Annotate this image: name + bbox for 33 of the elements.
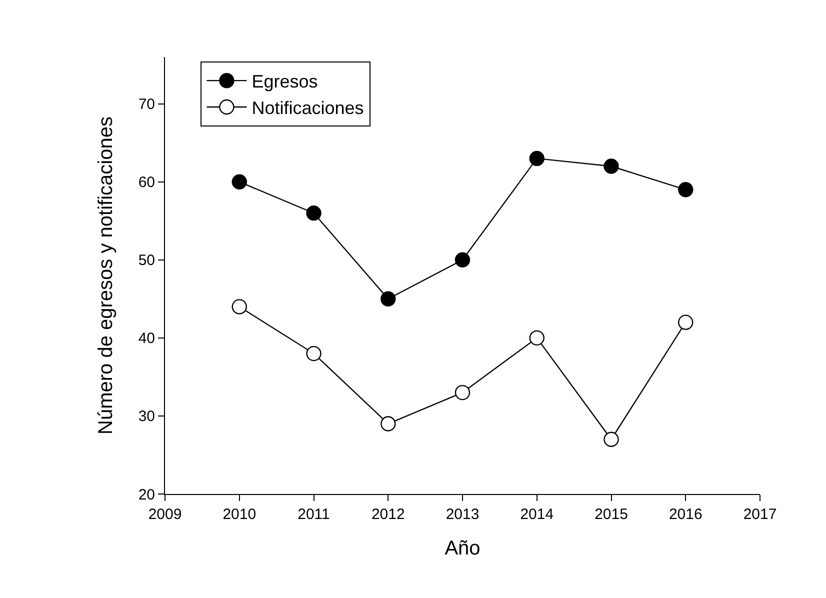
y-tick-label: 40 (138, 330, 155, 348)
point (232, 299, 247, 314)
y-tick-label: 70 (138, 96, 155, 114)
x-tick-label: 2011 (298, 506, 330, 523)
point (454, 252, 470, 268)
y-tick-label: 60 (138, 174, 155, 192)
y-tick-label: 30 (138, 408, 155, 426)
x-tick-label: 2017 (743, 506, 777, 523)
x-tick-label: 2013 (446, 506, 480, 523)
point (306, 205, 322, 221)
point (380, 416, 396, 432)
x-tick-label: 2016 (668, 506, 702, 523)
x-tick-label: 2014 (520, 506, 554, 523)
point (678, 314, 694, 330)
point (604, 158, 619, 174)
y-axis-title: Número de egresos y notificaciones (94, 116, 117, 434)
x-tick-label: 2010 (222, 506, 256, 523)
legend-label: Egresos (252, 72, 318, 92)
point (380, 291, 396, 307)
legend-label: Notificaciones (252, 98, 364, 118)
x-tick-label: 2015 (594, 506, 628, 523)
y-tick-label: 20 (138, 486, 155, 504)
x-tick-label: 2009 (148, 506, 182, 523)
point (529, 330, 544, 346)
point (678, 182, 694, 198)
point (232, 174, 247, 190)
x-axis-title: Año (444, 538, 480, 560)
x-tick-label: 2012 (371, 506, 405, 523)
point (529, 150, 544, 166)
point (454, 384, 470, 400)
point (604, 432, 619, 447)
y-tick-label: 50 (138, 252, 155, 270)
point (306, 346, 322, 362)
